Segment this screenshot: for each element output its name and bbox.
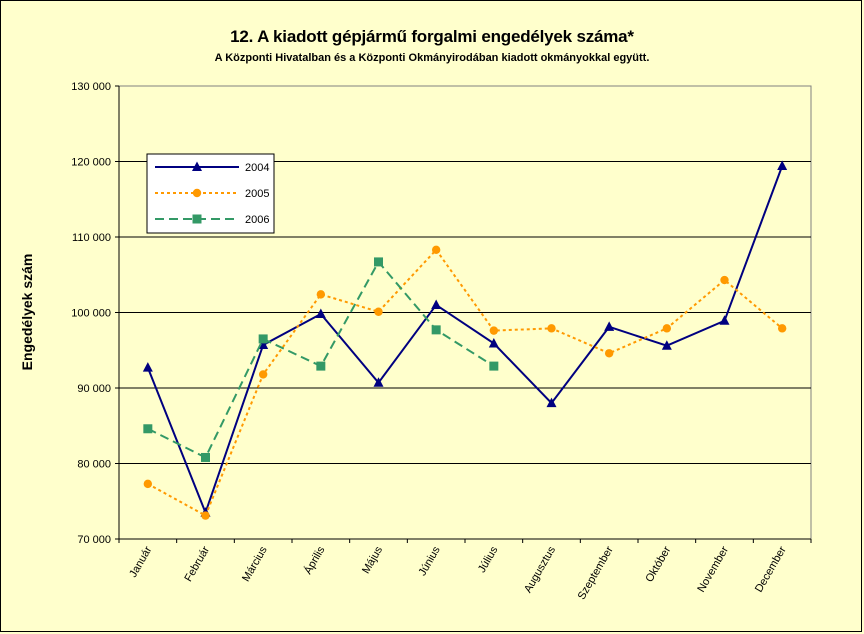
x-tick-label: Június (416, 544, 443, 578)
data-point-2006 (143, 424, 153, 434)
series-group (142, 160, 788, 520)
data-point-2004 (719, 315, 730, 325)
x-tick-label: November (695, 544, 731, 594)
data-point-2005 (143, 479, 153, 489)
data-point-2005 (662, 324, 672, 333)
data-point-2006 (431, 325, 441, 335)
legend-label-2004: 2004 (245, 162, 269, 174)
series-2005 (143, 245, 787, 520)
x-tick-label: Október (643, 544, 673, 584)
data-point-2004 (431, 299, 442, 309)
data-point-2005 (547, 324, 556, 333)
x-tick-label: Július (476, 544, 501, 575)
data-point-2005 (258, 370, 268, 379)
x-axis-ticks: Január Február Március Április Május Június Jú… (118, 539, 812, 602)
x-tick-label: Március (240, 544, 270, 584)
y-tick-label: 90 000 (77, 383, 111, 395)
data-point-2005 (604, 349, 614, 358)
legend-label-2006: 2006 (245, 214, 269, 226)
series-line-2004 (146, 165, 784, 516)
y-tick-label: 120 000 (71, 157, 111, 169)
data-point-2004 (661, 340, 672, 350)
y-tick-label: 130 000 (71, 81, 111, 93)
x-tick-label: Április (301, 544, 327, 577)
data-point-2005 (720, 275, 729, 285)
data-point-2006 (374, 257, 383, 267)
data-point-2005 (374, 307, 383, 316)
data-point-2006 (258, 334, 268, 344)
data-point-2006 (316, 361, 326, 371)
y-axis-ticks: 70 000 80 000 90 000 100 000 110 000 120 000 1… (71, 81, 119, 546)
x-tick-label: Február (182, 544, 212, 584)
x-tick-label: Szeptember (576, 544, 616, 602)
data-point-2004 (546, 397, 557, 408)
data-point-2004 (777, 160, 788, 171)
y-tick-label: 80 000 (77, 459, 111, 471)
data-point-2004 (373, 377, 384, 387)
data-point-2004 (258, 339, 269, 349)
legend-marker-2005 (192, 188, 202, 198)
series-line-2005 (147, 248, 783, 518)
chart-title: 12. A kiadott gépjármű forgalmi engedély… (230, 27, 634, 46)
x-tick-label: Augusztus (522, 544, 558, 595)
data-point-2005 (201, 511, 210, 520)
x-tick-label: Május (360, 544, 385, 576)
data-point-2005 (489, 326, 499, 335)
chart-subtitle: A Központi Hivatalban és a Központi Okmá… (214, 52, 650, 64)
data-point-2004 (488, 337, 499, 348)
y-tick-label: 100 000 (71, 308, 111, 320)
data-point-2004 (604, 321, 615, 331)
data-point-2006 (201, 452, 210, 462)
data-point-2004 (315, 308, 326, 319)
y-tick-label: 110 000 (72, 232, 111, 244)
y-axis-label: Engedélyek szám (19, 254, 35, 371)
x-tick-label: Január (127, 544, 154, 579)
data-point-2005 (431, 245, 441, 255)
data-point-2004 (142, 362, 153, 372)
legend-marker-2004 (192, 161, 202, 171)
data-point-2005 (777, 324, 787, 333)
legend-label-2005: 2005 (245, 188, 269, 200)
legend: 2004 2005 2006 (146, 153, 275, 234)
data-point-2006 (489, 361, 499, 371)
x-tick-label: December (753, 544, 789, 594)
legend-marker-2006 (192, 214, 202, 224)
data-point-2005 (316, 290, 326, 299)
series-2006 (143, 257, 499, 462)
y-tick-label: 70 000 (77, 534, 111, 546)
